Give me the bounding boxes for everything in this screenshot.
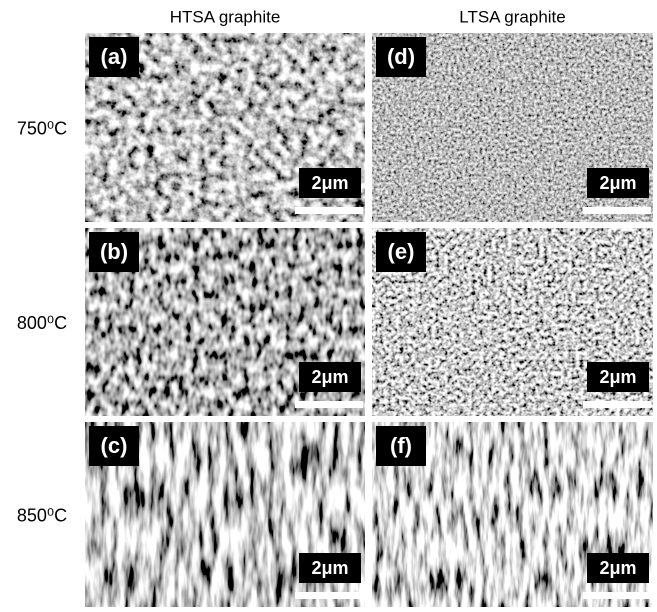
scale-bar: [583, 207, 651, 214]
scale-bar: [295, 401, 363, 408]
scale-bar-text: 2μm: [599, 558, 636, 578]
scale-bar: [295, 207, 363, 214]
column-header: HTSA graphite: [170, 7, 281, 26]
scale-bar-text: 2μm: [599, 367, 636, 387]
figure: HTSA graphite LTSA graphite 750⁰C (a) 2μm (d)…: [0, 0, 657, 607]
scale-bar: [583, 401, 651, 408]
scale-bar-text: 2μm: [311, 173, 348, 193]
panel-label: (f): [390, 433, 412, 458]
panel-label: (d): [387, 44, 415, 69]
scale-bar: [295, 592, 363, 599]
column-header: LTSA graphite: [459, 7, 565, 26]
panel-label: (e): [388, 239, 415, 264]
row-label: 750⁰C: [17, 118, 67, 138]
scale-bar: [583, 592, 651, 599]
scale-bar-text: 2μm: [311, 558, 348, 578]
scale-bar-text: 2μm: [599, 173, 636, 193]
panel-label: (c): [101, 433, 128, 458]
row-label: 850⁰C: [17, 505, 67, 525]
row-label: 800⁰C: [17, 313, 67, 333]
scale-bar-text: 2μm: [311, 367, 348, 387]
panel-label: (b): [100, 239, 128, 264]
panel-label: (a): [101, 44, 128, 69]
